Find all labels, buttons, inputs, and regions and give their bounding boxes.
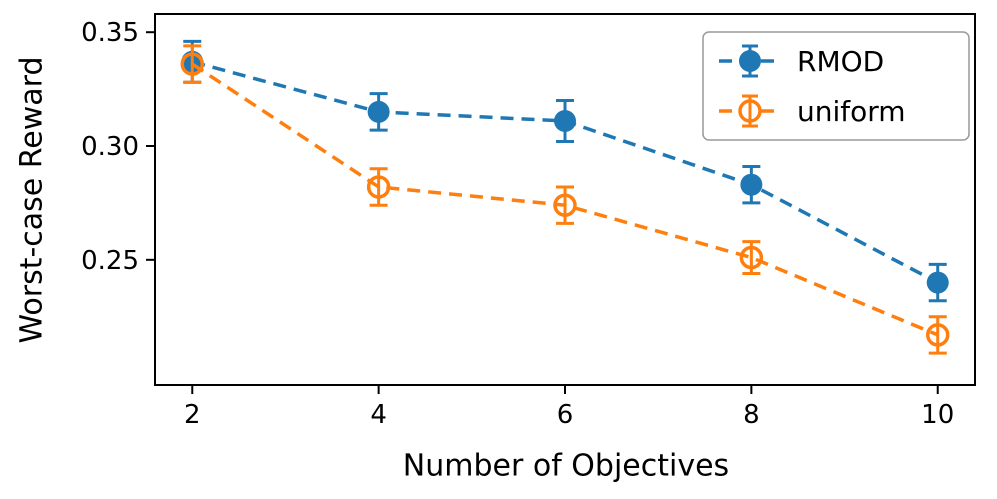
legend-box — [702, 31, 970, 141]
marker-open-circle — [366, 175, 391, 199]
marker-filled-circle — [367, 100, 390, 123]
y-axis: 0.25 0.30 0.35 — [81, 18, 155, 276]
y-tick-label: 0.35 — [81, 18, 139, 48]
marker-open-circle — [180, 52, 205, 76]
legend: RMOD uniform — [702, 31, 970, 141]
y-tick-label: 0.30 — [81, 132, 139, 162]
x-tick-label: 8 — [743, 400, 760, 430]
x-tick-label: 10 — [921, 400, 954, 430]
legend-marker — [739, 50, 761, 72]
marker-filled-circle — [554, 109, 576, 132]
legend-label: uniform — [797, 95, 906, 128]
legend-item-rmod: RMOD — [719, 44, 884, 78]
marker-open-circle — [553, 193, 577, 217]
marker-filled-circle — [926, 271, 949, 294]
legend-item-uniform: uniform — [719, 94, 906, 128]
series-uniform — [180, 44, 950, 355]
legend-label: RMOD — [797, 45, 884, 78]
marker-open-circle — [739, 245, 764, 270]
marker-open-circle — [925, 323, 950, 347]
x-tick-label: 4 — [370, 400, 387, 430]
y-tick-label: 0.25 — [81, 246, 139, 276]
x-tick-label: 6 — [557, 400, 574, 430]
x-axis-label: Number of Objectives — [402, 448, 730, 484]
x-tick-label: 2 — [184, 400, 201, 430]
y-axis-label: Worst-case Reward — [14, 56, 50, 344]
x-axis: 2 4 6 8 10 — [184, 385, 954, 430]
marker-filled-circle — [740, 173, 763, 196]
